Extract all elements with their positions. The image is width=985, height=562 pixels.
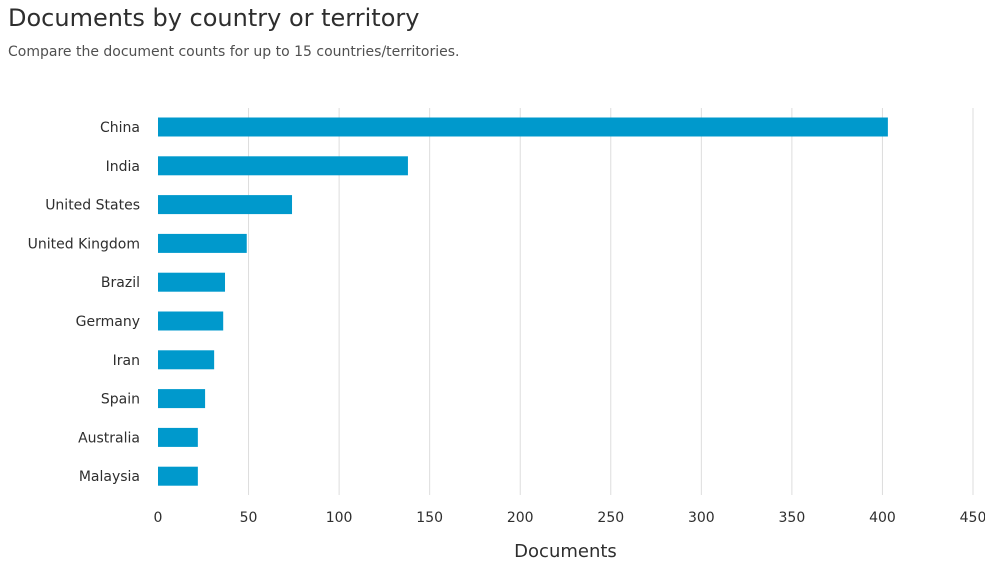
x-tick-label: 300 [688, 510, 715, 526]
bar[interactable] [158, 272, 226, 292]
bar[interactable] [158, 156, 408, 176]
category-label: Brazil [101, 275, 140, 291]
bar[interactable] [158, 350, 215, 370]
bar[interactable] [158, 466, 198, 486]
category-label: United Kingdom [28, 236, 140, 252]
category-label: Australia [78, 430, 140, 446]
category-label: United States [45, 198, 140, 214]
category-label: Spain [101, 392, 140, 408]
bar[interactable] [158, 389, 206, 409]
chart-subtitle: Compare the document counts for up to 15… [8, 44, 460, 60]
bars [158, 117, 888, 486]
x-tick-labels: 0 50 100 150 200 250 300 350 400 450 [154, 510, 985, 526]
x-tick-label: 350 [779, 510, 806, 526]
category-label: China [100, 120, 140, 136]
x-axis-title: Documents [514, 541, 617, 562]
bar[interactable] [158, 427, 198, 447]
chart-title: Documents by country or territory [8, 4, 420, 32]
bar[interactable] [158, 195, 293, 215]
x-tick-label: 450 [960, 510, 985, 526]
x-tick-label: 50 [240, 510, 258, 526]
bar[interactable] [158, 233, 247, 253]
x-tick-label: 0 [154, 510, 163, 526]
category-label: Germany [76, 314, 140, 330]
bar[interactable] [158, 311, 224, 331]
category-label: Iran [113, 353, 140, 369]
category-label: Malaysia [79, 469, 140, 485]
gridlines [248, 108, 974, 495]
x-tick-label: 150 [416, 510, 443, 526]
category-labels: China India United States United Kingdom Bra… [28, 120, 140, 485]
x-tick-label: 100 [326, 510, 353, 526]
bar[interactable] [158, 117, 888, 137]
x-tick-label: 400 [869, 510, 896, 526]
category-label: India [106, 159, 140, 175]
x-tick-label: 200 [507, 510, 534, 526]
x-tick-label: 250 [597, 510, 624, 526]
